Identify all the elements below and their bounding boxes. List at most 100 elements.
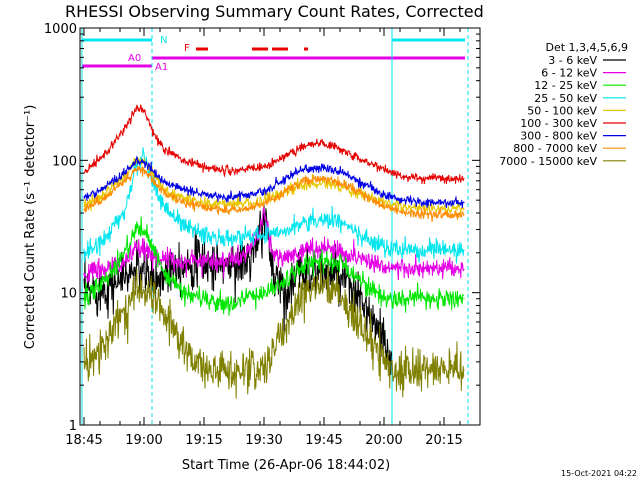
point-50-100-kev [463, 208, 465, 210]
point-12-25-kev [263, 292, 265, 294]
point-12-25-kev [103, 281, 105, 283]
point-3-6-kev [363, 304, 365, 307]
point-12-25-kev [463, 298, 465, 300]
series-line-12-25-kev [83, 216, 465, 316]
x-tick-label: 18:45 [65, 433, 102, 448]
point-12-25-kev [403, 298, 405, 300]
point-100-300-kev [143, 109, 145, 111]
point-100-300-kev [183, 159, 185, 161]
point-800-7000-kev [223, 209, 225, 211]
point-12-25-kev [123, 252, 125, 254]
point-3-6-kev [255, 252, 257, 254]
point-100-300-kev [423, 177, 425, 180]
point-12-25-kev [203, 298, 205, 300]
point-50-100-kev [323, 181, 325, 184]
point-800-7000-kev [135, 169, 137, 171]
point-100-300-kev [263, 165, 265, 167]
flag-a0-label: A0 [128, 53, 141, 64]
point-25-50-kev [403, 249, 405, 251]
point-800-7000-kev [83, 209, 85, 211]
point-300-800-kev [303, 169, 305, 171]
point-7000-15000-kev [423, 369, 425, 371]
point-6-12-kev [403, 268, 405, 270]
point-50-100-kev [263, 199, 265, 201]
point-12-25-kev [243, 298, 245, 300]
series-25-50-kev [83, 147, 465, 264]
point-100-300-kev [383, 169, 385, 171]
point-3-6-kev [143, 272, 145, 274]
point-12-25-kev [283, 281, 285, 283]
point-25-50-kev [363, 237, 365, 239]
point-7000-15000-kev [463, 369, 465, 371]
series-line-3-6-kev [83, 201, 393, 375]
point-6-12-kev [303, 249, 305, 251]
point-300-800-kev [103, 187, 105, 189]
point-12-25-kev [143, 228, 145, 231]
point-25-50-kev [243, 237, 245, 239]
point-300-800-kev [263, 191, 265, 193]
legend-label: 12 - 25 keV [534, 79, 597, 92]
point-300-800-kev [283, 178, 285, 180]
point-300-800-kev [83, 197, 85, 199]
point-300-800-kev [123, 172, 125, 174]
point-6-12-kev [363, 258, 365, 260]
point-300-800-kev [323, 167, 325, 169]
flag-f-label: F [184, 43, 190, 54]
point-800-7000-kev [163, 193, 165, 195]
point-50-100-kev [303, 184, 305, 186]
point-6-12-kev [203, 258, 205, 260]
point-7000-15000-kev [363, 331, 365, 334]
point-50-100-kev [103, 194, 105, 196]
point-6-12-kev [83, 272, 85, 274]
series-line-6-12-kev [83, 206, 465, 283]
point-3-6-kev [103, 286, 105, 288]
point-50-100-kev [123, 176, 125, 178]
point-25-50-kev [103, 239, 105, 241]
flag-n-label: N [160, 35, 167, 46]
point-25-50-kev [203, 232, 205, 235]
point-100-300-kev [203, 165, 205, 167]
point-7000-15000-kev [155, 298, 157, 300]
point-100-300-kev [303, 144, 305, 146]
point-7000-15000-kev [391, 369, 393, 371]
point-25-50-kev [283, 228, 285, 231]
point-100-300-kev [363, 159, 365, 161]
series-line-50-100-kev [83, 157, 465, 215]
point-100-300-kev [343, 149, 345, 151]
point-300-800-kev [463, 201, 465, 204]
point-12-25-kev [223, 304, 225, 307]
series-800-7000-kev [83, 165, 465, 223]
point-6-12-kev [223, 261, 225, 263]
point-300-800-kev [423, 201, 425, 204]
point-25-50-kev [223, 239, 225, 241]
point-6-12-kev [163, 258, 165, 260]
point-100-300-kev [163, 149, 165, 151]
point-6-12-kev [271, 252, 273, 254]
point-100-300-kev [151, 129, 153, 131]
point-12-25-kev [303, 265, 305, 267]
legend-label: 7000 - 15000 keV [499, 155, 597, 168]
point-50-100-kev [403, 206, 405, 209]
x-axis-label: Start Time (26-Apr-06 18:44:02) [182, 458, 390, 473]
point-25-50-kev [383, 246, 385, 248]
point-100-300-kev [443, 177, 445, 180]
point-800-7000-kev [203, 206, 205, 209]
point-800-7000-kev [423, 213, 425, 216]
point-300-800-kev [183, 189, 185, 191]
point-100-300-kev [403, 176, 405, 178]
point-12-25-kev [363, 281, 365, 283]
x-tick-label: 19:15 [185, 433, 222, 448]
y-tick-label: 1 [69, 419, 77, 434]
x-tick-label: 19:00 [125, 433, 162, 448]
point-100-300-kev [283, 156, 285, 159]
x-tick-label: 19:45 [305, 433, 342, 448]
point-800-7000-kev [323, 178, 325, 180]
legend-label: 25 - 50 keV [534, 92, 597, 105]
point-12-25-kev [135, 228, 137, 231]
point-7000-15000-kev [143, 286, 145, 288]
point-50-100-kev [383, 201, 385, 204]
series-line-800-7000-kev [83, 165, 465, 223]
point-25-50-kev [123, 212, 125, 214]
x-tick-label: 20:00 [365, 433, 402, 448]
series-7000-15000-kev [83, 261, 465, 399]
